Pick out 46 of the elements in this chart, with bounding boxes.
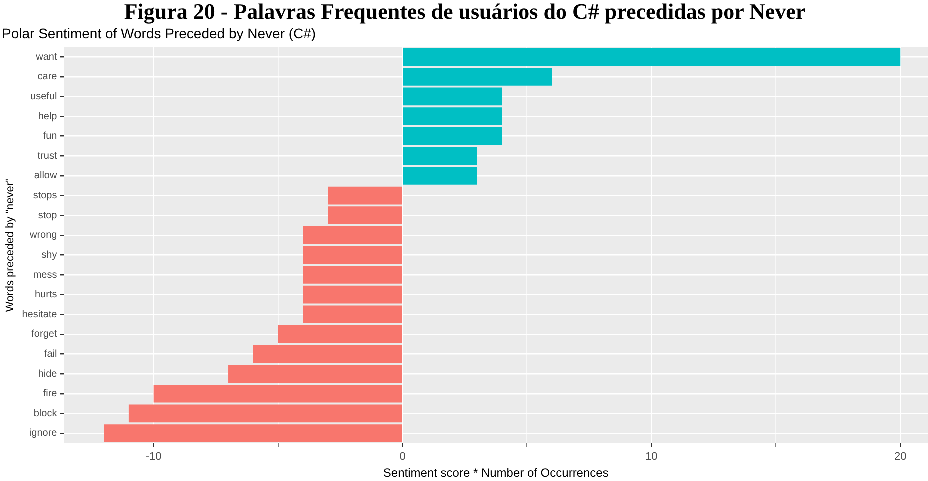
bar	[403, 68, 552, 86]
bar	[128, 404, 402, 423]
y-tick-label: ignore	[29, 428, 58, 440]
bar	[403, 108, 502, 126]
x-axis-title: Sentiment score * Number of Occurrences	[383, 466, 609, 480]
y-tick-label: care	[38, 72, 58, 83]
y-tick-label: stop	[38, 210, 58, 222]
bar	[228, 365, 402, 383]
bar	[278, 326, 402, 344]
y-tick-label: fail	[44, 349, 58, 360]
chart-title: Figura 20 - Palavras Frequentes de usuários do C# precedidas por Never	[124, 0, 806, 24]
y-tick-label: hide	[38, 368, 58, 380]
y-tick-label: shy	[42, 250, 58, 261]
x-tick-label: 0	[400, 451, 406, 464]
bar	[403, 167, 478, 185]
bar	[253, 345, 402, 364]
y-tick-label: forget	[32, 329, 58, 340]
y-tick-label: help	[38, 111, 58, 122]
bar	[154, 384, 402, 403]
y-tick-label: allow	[34, 170, 58, 182]
bar	[403, 88, 502, 106]
bar	[303, 286, 402, 304]
y-tick-label: block	[34, 408, 58, 420]
y-tick-label: useful	[30, 91, 58, 102]
y-tick-label: hesitate	[22, 309, 58, 320]
x-tick-label: 10	[646, 451, 658, 464]
chart-subtitle: Polar Sentiment of Words Preceded by Never (C#)	[2, 26, 316, 42]
bar	[303, 226, 402, 244]
bar	[303, 306, 402, 324]
bar	[104, 424, 402, 442]
x-tick-label: 20	[894, 451, 907, 464]
bar	[303, 246, 402, 264]
y-axis-title: Words preceded by "never"	[4, 178, 17, 312]
bar	[403, 48, 901, 66]
y-tick-label: fire	[43, 388, 58, 400]
bar	[303, 266, 402, 284]
bar	[328, 206, 402, 224]
y-tick-label: stops	[33, 190, 58, 202]
y-tick-label: mess	[33, 270, 58, 281]
y-tick-label: hurts	[34, 290, 58, 301]
y-tick-label: fun	[43, 131, 58, 142]
y-tick-label: wrong	[28, 230, 58, 242]
x-tick-label: -10	[146, 451, 162, 464]
y-tick-label: want	[35, 52, 58, 63]
bar	[328, 186, 402, 205]
y-tick-label: trust	[38, 150, 58, 162]
